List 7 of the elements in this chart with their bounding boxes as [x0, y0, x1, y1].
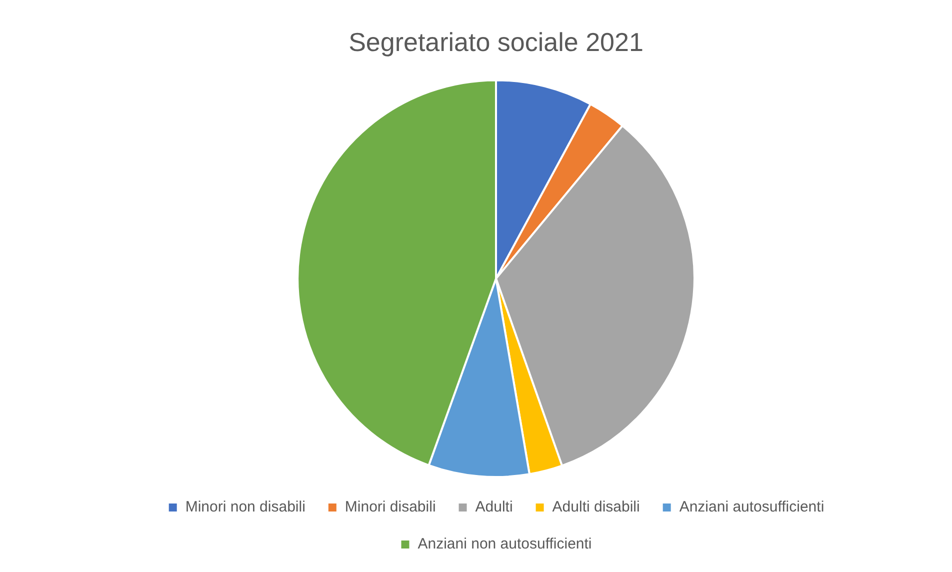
legend-label: Minori non disabili	[185, 498, 306, 516]
legend-label: Anziani non autosufficienti	[418, 536, 592, 553]
legend-label: Anziani autosufficienti	[679, 498, 824, 516]
legend-label: Adulti	[475, 498, 513, 516]
legend-label: Minori disabili	[344, 498, 436, 516]
chart-title: Segretariato sociale 2021	[348, 26, 644, 57]
legend-label: Adulti disabili	[552, 498, 640, 516]
